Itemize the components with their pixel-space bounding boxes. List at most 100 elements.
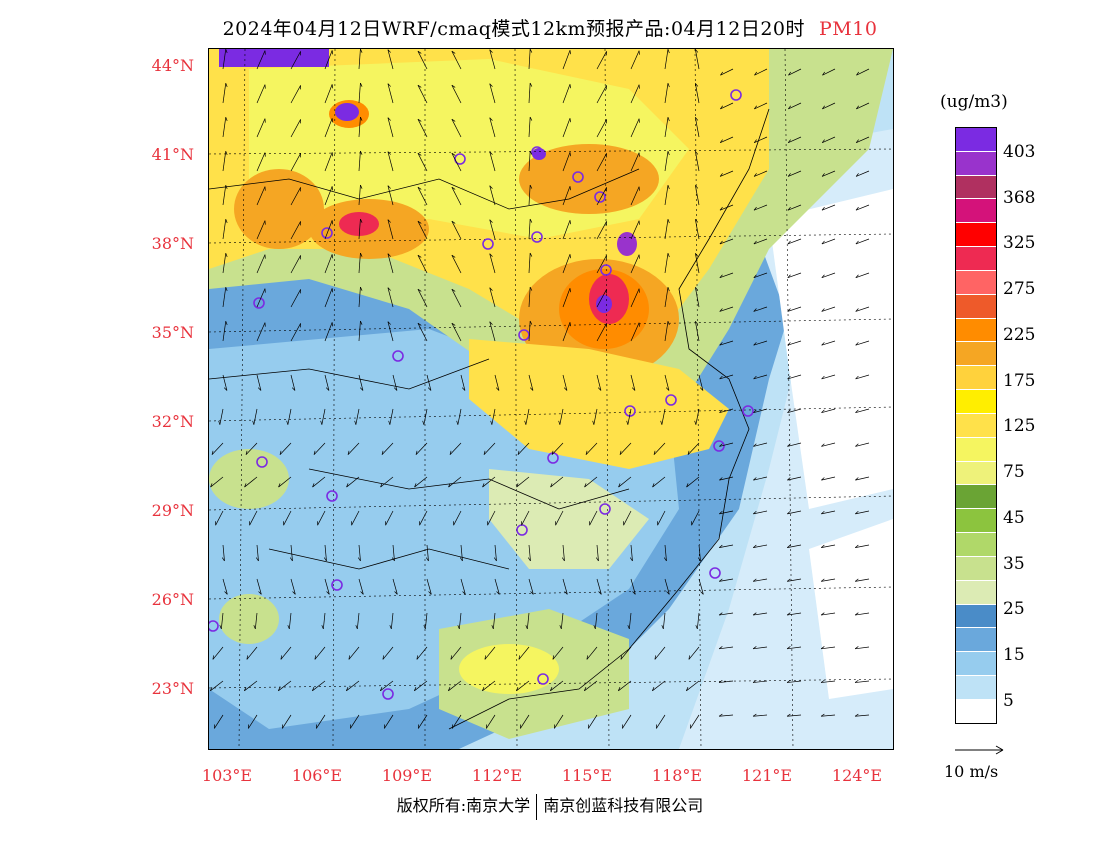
wind-vector-head	[695, 83, 699, 87]
wind-vector-head	[451, 118, 456, 122]
wind-vector-head	[719, 139, 723, 143]
wind-vector-head	[820, 578, 825, 582]
wind-vector	[619, 442, 632, 455]
lon-label: 121°E	[741, 766, 793, 785]
wind-vector	[222, 49, 227, 70]
wind-vector	[324, 254, 333, 274]
wind-vector	[596, 51, 607, 70]
legend-swatch	[956, 151, 996, 176]
wind-vector-head	[422, 420, 425, 425]
wind-vector-head	[387, 287, 391, 291]
wind-vector	[821, 544, 836, 548]
legend-swatch	[956, 223, 996, 248]
wind-vector-head	[551, 450, 554, 455]
wind-vector-head	[529, 252, 533, 257]
wind-vector-head	[688, 655, 690, 660]
wind-vector-head	[569, 84, 571, 89]
wind-vector	[630, 220, 640, 240]
wind-vector-head	[244, 687, 247, 691]
wind-vector	[489, 321, 496, 342]
wind-vector-head	[517, 450, 520, 455]
wind-vector-head	[629, 557, 633, 562]
footer-left: 版权所有:南京大学	[396, 796, 531, 815]
wind-vector-head	[667, 253, 670, 258]
wind-vector-head	[417, 152, 422, 156]
wind-vector	[484, 646, 496, 660]
lon-label: 103°E	[201, 766, 253, 785]
wind-vector-head	[354, 420, 357, 425]
wind-vector	[787, 612, 802, 616]
wind-vector	[210, 476, 224, 488]
wind-vector	[528, 374, 534, 391]
wind-vector-head	[252, 420, 255, 425]
wind-vector	[278, 680, 292, 692]
wind-vector	[753, 170, 768, 177]
wind-vector	[753, 578, 768, 582]
wind-vector-head	[752, 646, 757, 650]
legend-swatch	[956, 199, 996, 224]
wind-vector-head	[695, 625, 698, 630]
wind-vector	[253, 408, 258, 425]
wind-vector-head	[821, 274, 825, 278]
wind-vector	[380, 680, 394, 692]
wind-vector	[494, 578, 500, 595]
wind-vector-head	[569, 288, 571, 293]
wind-vector-head	[822, 71, 826, 76]
wind-vector	[358, 321, 361, 342]
wind-vector-head	[416, 655, 418, 660]
wind-vector	[855, 680, 870, 683]
wind-vector	[417, 221, 428, 240]
wind-vector-head	[286, 420, 289, 425]
wind-vector	[554, 714, 564, 729]
wind-vector	[212, 646, 224, 660]
wind-vector-head	[417, 254, 422, 258]
wind-vector-head	[482, 483, 485, 488]
wind-vector	[451, 153, 462, 172]
wind-vector-head	[719, 342, 723, 346]
wind-vector	[821, 714, 836, 717]
wind-vector	[855, 578, 870, 582]
wind-vector	[244, 476, 258, 488]
wind-vector	[448, 680, 462, 692]
wind-vector-head	[496, 591, 500, 595]
wind-vector	[691, 510, 700, 526]
wind-vector	[585, 442, 598, 455]
wind-vector	[290, 51, 301, 70]
wind-vector-head	[719, 477, 723, 481]
wind-vector	[753, 714, 768, 717]
wind-vector-head	[493, 557, 497, 562]
chart-title: 2024年04月12日WRF/cmaq模式12km预报产品:04月12日20时 P…	[0, 14, 1100, 41]
wind-vector	[290, 255, 301, 274]
wind-vector-head	[448, 483, 451, 488]
wind-vector	[528, 321, 531, 342]
legend-label: 175	[1003, 371, 1036, 391]
lon-label: 115°E	[561, 766, 613, 785]
wind-vector-head	[489, 219, 493, 223]
legend-swatch	[956, 533, 996, 557]
wind-vector	[321, 408, 326, 425]
wind-vector	[630, 578, 636, 595]
wind-vector-head	[694, 420, 697, 425]
wind-vector-head	[387, 49, 391, 53]
wind-vector	[787, 714, 802, 717]
wind-vector	[753, 680, 768, 683]
wind-vector-head	[855, 240, 859, 245]
wind-vector	[256, 544, 259, 561]
wind-vector	[452, 714, 462, 729]
wind-vector	[686, 476, 700, 488]
wind-vector-head	[550, 483, 553, 488]
wind-vector	[358, 117, 361, 138]
wind-vector-head	[387, 321, 391, 325]
wind-vector	[211, 442, 224, 455]
wind-vector	[222, 83, 227, 104]
wind-vector	[562, 186, 571, 206]
wind-vector-head	[718, 612, 723, 616]
wind-vector	[279, 442, 292, 455]
wind-vector-head	[423, 625, 426, 630]
wind-vector	[562, 288, 571, 308]
wind-vector	[280, 646, 292, 660]
wind-vector	[453, 510, 462, 526]
wind-vector-head	[561, 557, 565, 562]
wind-vector-head	[225, 185, 228, 190]
wind-vector-head	[360, 286, 363, 291]
